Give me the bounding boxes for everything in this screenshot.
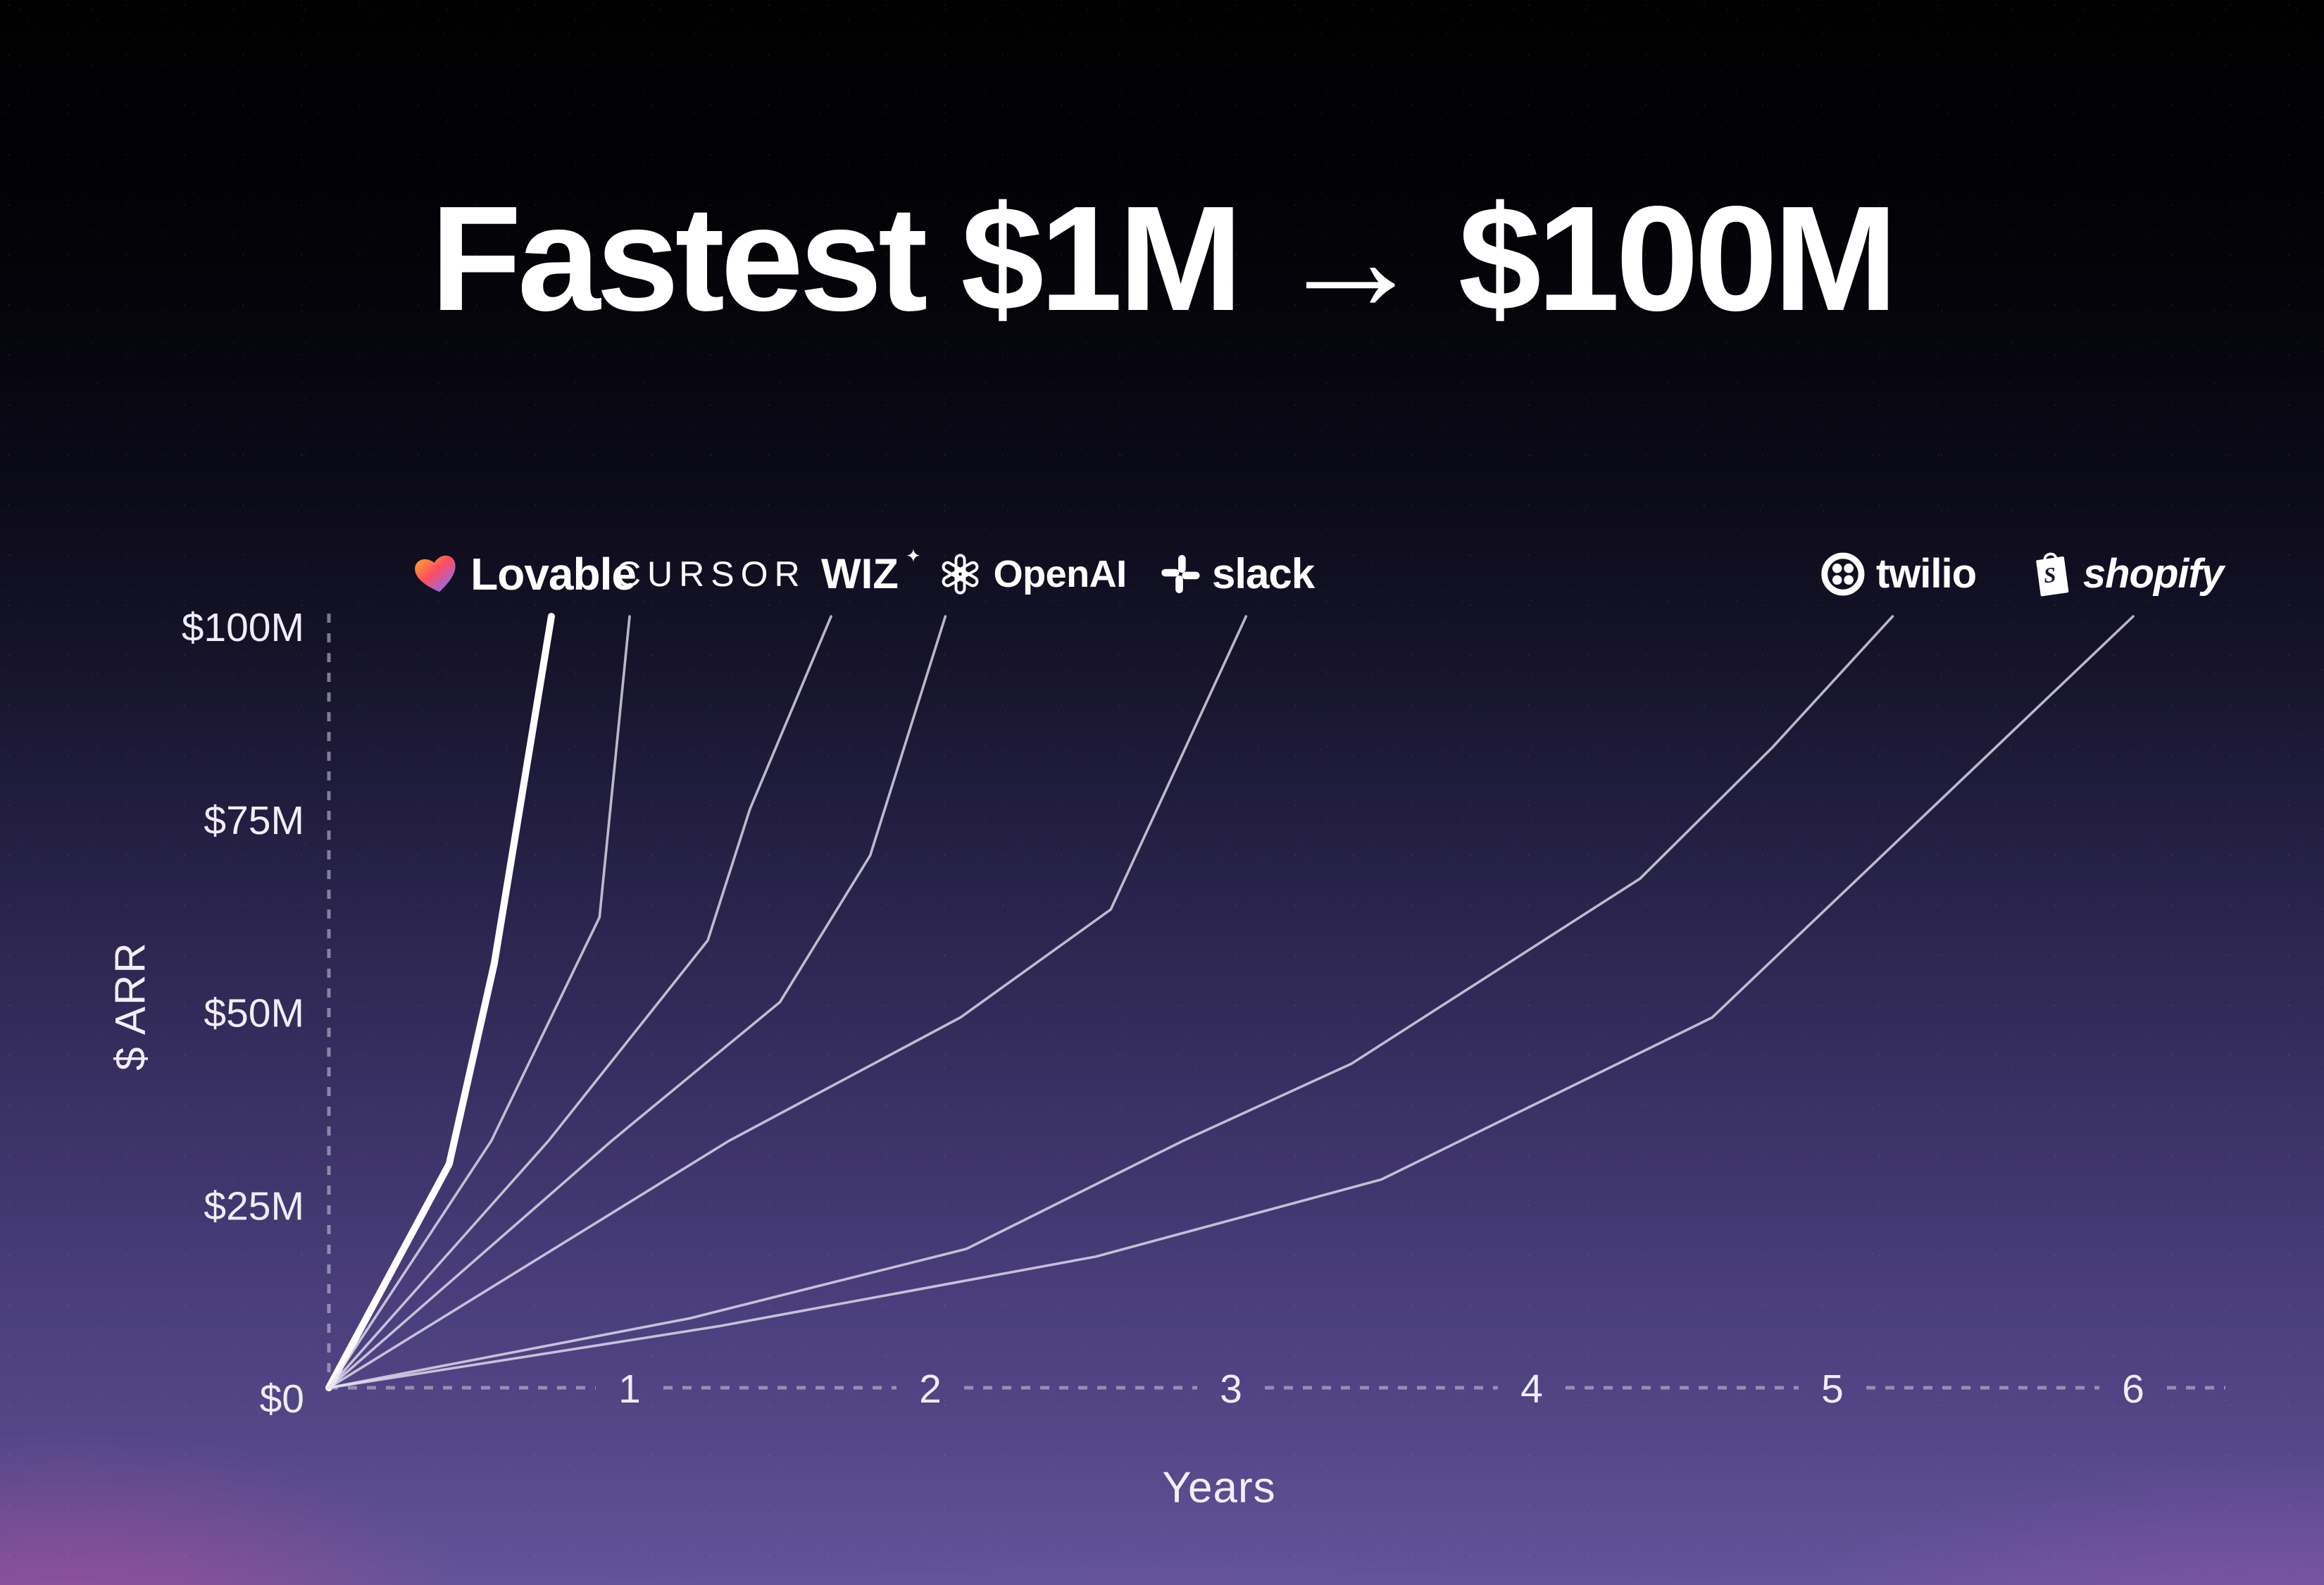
x-axis-title: Years <box>1162 1463 1276 1512</box>
y-axis-title: $ ARR <box>106 941 154 1071</box>
logo-shopify-label: shopify <box>2082 551 2224 597</box>
logo-lovable-label: Lovable <box>470 549 637 599</box>
shopify-bag-icon: S <box>2031 552 2072 597</box>
logo-openai: OpenAI <box>939 542 1127 606</box>
y-tick-label: $0 <box>260 1376 304 1422</box>
series-line-cursor <box>327 615 631 1389</box>
logo-twilio-label: twilio <box>1875 551 1977 597</box>
logo-slack: slack <box>1160 542 1315 606</box>
x-tick-label: 1 <box>618 1367 641 1412</box>
y-tick-label: $100M <box>182 605 304 650</box>
y-tick-label: $75M <box>204 798 304 843</box>
series-line-shopify <box>327 615 2135 1389</box>
logo-cursor: CURSOR <box>616 542 806 606</box>
x-tick-label: 4 <box>1520 1367 1543 1412</box>
openai-flower-icon <box>939 552 982 596</box>
logo-wiz-label: WIZ <box>820 550 899 597</box>
page-title: Fastest $1M → $100M <box>430 175 1898 342</box>
wiz-sparkle-icon: ✦ <box>905 545 921 566</box>
series-line-twilio <box>327 615 1894 1389</box>
x-tick-label: 5 <box>1821 1367 1844 1412</box>
logo-lovable: Lovable <box>413 542 637 606</box>
y-tick-label: $25M <box>204 1183 304 1229</box>
y-tick-label: $50M <box>204 991 304 1036</box>
series-line-lovable <box>325 613 555 1391</box>
series-line-openai <box>327 615 947 1389</box>
logo-twilio: twilio <box>1821 542 1977 606</box>
x-tick-label: 6 <box>2122 1367 2144 1412</box>
x-tick-label: 3 <box>1220 1367 1242 1412</box>
svg-text:S: S <box>2043 563 2057 588</box>
series-line-wiz <box>327 615 832 1389</box>
twilio-circle-icon <box>1821 552 1865 596</box>
logo-slack-label: slack <box>1211 550 1315 597</box>
logo-cursor-label: CURSOR <box>615 554 806 594</box>
lovable-heart-icon <box>413 553 459 595</box>
logo-shopify: S shopify <box>2031 542 2224 606</box>
series-line-slack <box>327 615 1248 1389</box>
logo-openai-label: OpenAI <box>993 553 1127 595</box>
x-tick-label: 2 <box>919 1367 942 1412</box>
logo-wiz: WIZ ✦ <box>821 542 925 606</box>
slack-hash-icon <box>1160 554 1201 595</box>
